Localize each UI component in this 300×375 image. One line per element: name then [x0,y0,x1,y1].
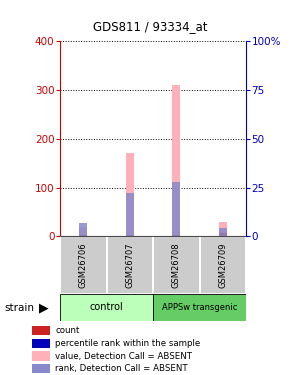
Bar [172,85,180,236]
Bar [200,236,246,294]
Text: GDS811 / 93334_at: GDS811 / 93334_at [93,20,207,33]
Text: strain: strain [4,303,34,313]
Bar [32,339,50,348]
Bar [126,194,134,236]
Text: rank, Detection Call = ABSENT: rank, Detection Call = ABSENT [55,364,188,373]
Text: GSM26708: GSM26708 [172,243,181,288]
Bar [79,226,87,236]
Bar [79,235,87,236]
Bar [126,235,134,236]
Text: count: count [55,326,80,335]
Bar [106,236,153,294]
Bar [32,326,50,335]
Text: GSM26706: GSM26706 [79,243,88,288]
Text: value, Detection Call = ABSENT: value, Detection Call = ABSENT [55,351,192,360]
Bar [60,294,153,321]
Bar [79,223,87,236]
Text: GSM26707: GSM26707 [125,243,134,288]
Bar [126,153,134,236]
Bar [172,235,180,236]
Bar [219,228,227,236]
Bar [153,294,246,321]
Text: GSM26709: GSM26709 [218,243,227,288]
Text: ▶: ▶ [39,302,48,315]
Bar [32,364,50,373]
Bar [172,182,180,236]
Bar [219,222,227,236]
Text: percentile rank within the sample: percentile rank within the sample [55,339,200,348]
Bar [32,351,50,361]
Bar [219,233,227,236]
Text: control: control [90,303,123,312]
Bar [60,236,106,294]
Text: APPSw transgenic: APPSw transgenic [162,303,237,312]
Bar [153,236,200,294]
